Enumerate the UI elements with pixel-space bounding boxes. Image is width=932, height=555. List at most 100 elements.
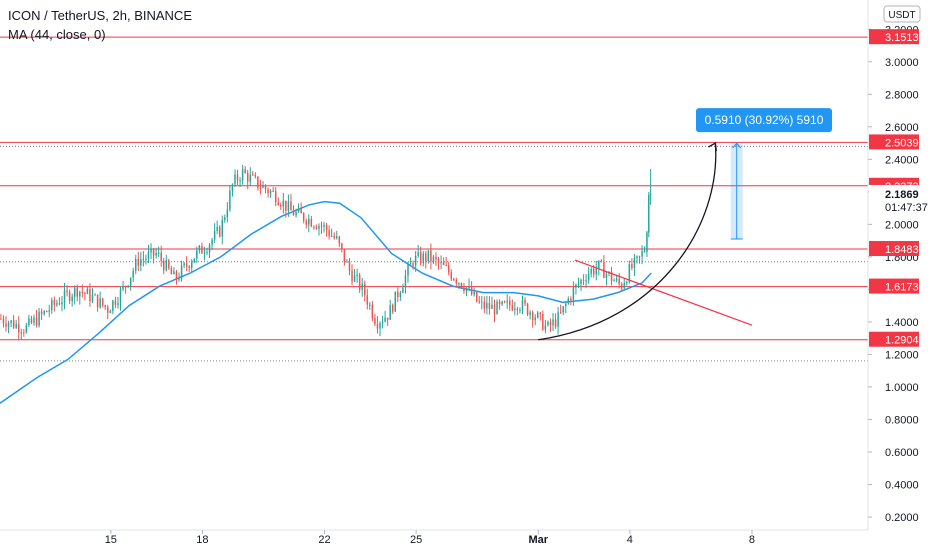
candle-body	[351, 270, 353, 282]
currency-box	[883, 5, 921, 23]
time-tick-label: 22	[318, 534, 330, 546]
candle-body	[330, 235, 333, 237]
candle-body	[81, 291, 84, 293]
candle-body	[280, 205, 282, 207]
candle-body	[498, 301, 501, 305]
candle-body	[45, 311, 48, 313]
candle-body	[239, 180, 241, 182]
candle-body	[114, 300, 117, 305]
price-tick-label: 1.0000	[885, 382, 919, 394]
candle-body	[135, 259, 137, 271]
level-price-label: 1.8483	[885, 244, 919, 256]
candle-body	[23, 332, 25, 334]
candle-body	[353, 275, 356, 282]
candle-body	[328, 230, 330, 237]
candle-body	[381, 321, 384, 324]
candle-body	[150, 248, 152, 253]
candle-body	[419, 252, 422, 264]
candle-body	[519, 309, 521, 311]
candle-body	[486, 303, 488, 309]
candle-body	[244, 169, 246, 173]
candle-body	[300, 208, 302, 214]
level-price-tag	[869, 29, 919, 45]
candle-body	[509, 300, 511, 306]
candle-body	[343, 249, 346, 263]
candle-body	[213, 230, 216, 240]
candle-body	[152, 248, 155, 256]
candle-body	[564, 303, 567, 307]
candle-body	[51, 300, 53, 311]
candle-body	[119, 289, 122, 304]
currency-label: USDT	[888, 10, 915, 21]
measure-label: 0.5910 (30.92%) 5910	[705, 113, 824, 127]
candle-body	[394, 291, 397, 312]
candle-body	[455, 279, 458, 284]
candle-body	[5, 323, 7, 327]
candle-body	[96, 294, 99, 308]
candle-body	[190, 262, 193, 269]
candle-body	[2, 318, 5, 324]
candle-body	[236, 174, 239, 181]
candle-body	[257, 176, 259, 188]
chart-legend: ICON / TetherUS, 2h, BINANCE MA (44, clo…	[8, 6, 192, 44]
candle-body	[552, 319, 554, 326]
candle-body	[249, 174, 252, 182]
candle-body	[358, 275, 361, 290]
candle-body	[35, 317, 38, 326]
candle-body	[580, 279, 582, 285]
candle-body	[297, 208, 300, 212]
candle-body	[127, 285, 129, 287]
candle-body	[277, 202, 279, 206]
candle-body	[526, 303, 529, 315]
level-price-tag	[869, 241, 919, 257]
candle-body	[590, 269, 592, 274]
candle-body	[572, 287, 575, 300]
candle-body	[38, 311, 40, 326]
candle-body	[453, 279, 455, 281]
candle-body	[234, 174, 236, 185]
candle-body	[33, 317, 35, 323]
candle-body	[28, 318, 30, 326]
candle-body	[229, 190, 231, 210]
candle-body	[290, 201, 292, 211]
candle-body	[201, 245, 203, 254]
candle-body	[175, 271, 178, 280]
candle-body	[302, 213, 305, 221]
candle-body	[407, 264, 409, 276]
candle-body	[63, 290, 66, 303]
candle-body	[188, 266, 190, 269]
candle-body	[101, 298, 104, 306]
candle-body	[183, 263, 185, 266]
candle-body	[549, 321, 552, 326]
candle-body	[412, 263, 414, 266]
candle-body	[402, 287, 404, 293]
candle-body	[514, 308, 516, 310]
candle-body	[308, 218, 310, 225]
candle-body	[137, 259, 140, 266]
level-price-label: 2.5039	[885, 137, 919, 149]
candle-body	[501, 301, 503, 305]
candle-body	[618, 278, 620, 285]
candle-body	[389, 304, 391, 320]
candle-body	[145, 258, 147, 260]
candle-body	[25, 325, 28, 333]
candle-body	[435, 256, 437, 260]
candle-body	[417, 252, 419, 256]
candle-body	[648, 195, 650, 233]
candle-body	[12, 320, 15, 328]
candle-body	[575, 284, 577, 288]
candle-body	[592, 269, 595, 275]
candle-body	[68, 292, 71, 302]
candle-body	[582, 279, 585, 281]
candle-body	[73, 287, 76, 297]
candle-body	[91, 295, 94, 302]
candle-body	[598, 260, 600, 269]
candle-body	[274, 191, 277, 203]
candle-body	[348, 261, 351, 271]
price-tick-label: 2.4000	[885, 154, 919, 166]
candle-body	[17, 323, 20, 333]
candle-body	[124, 286, 127, 288]
symbol-title: ICON / TetherUS, 2h, BINANCE	[8, 8, 192, 23]
